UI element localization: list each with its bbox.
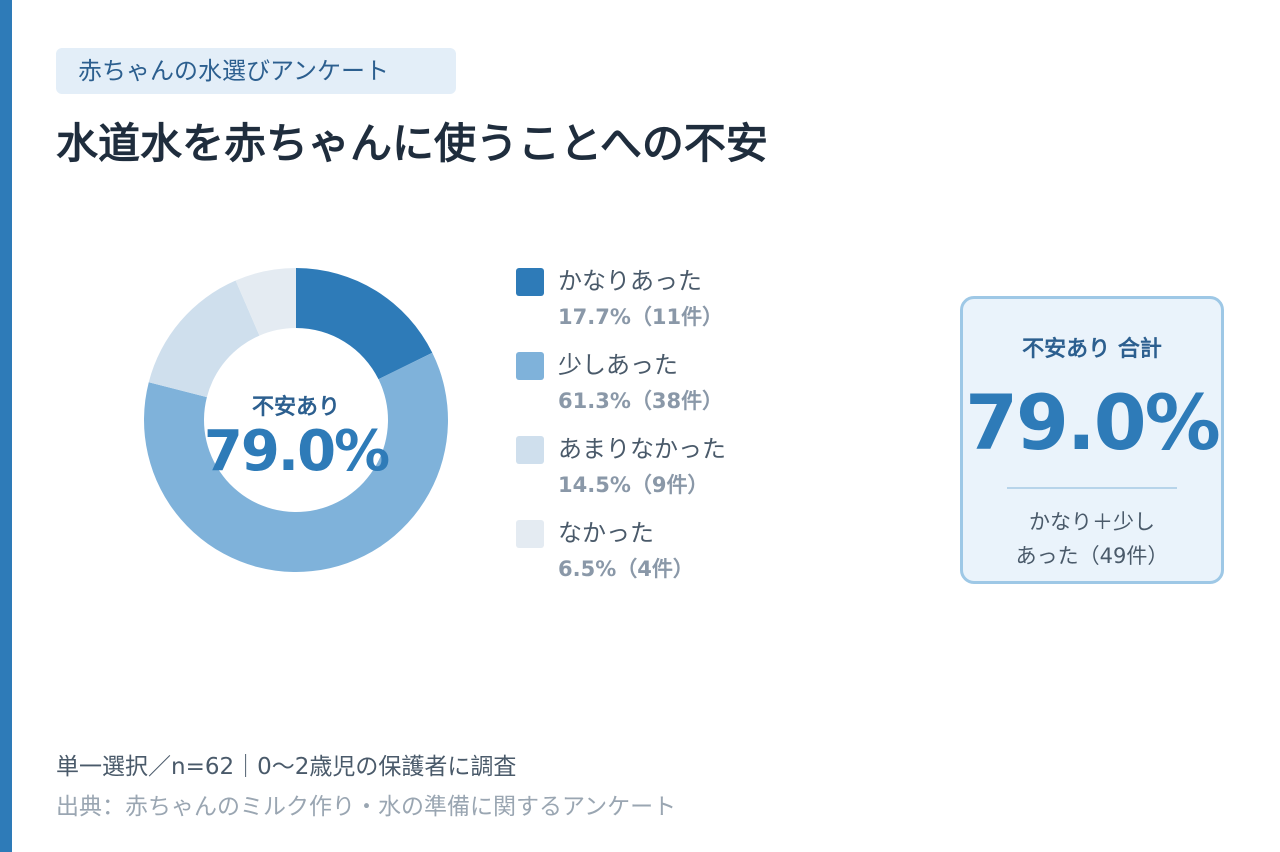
survey-source: 出典：赤ちゃんのミルク作り・水の準備に関するアンケート (56, 794, 677, 820)
center-value: 79.0% (204, 419, 389, 484)
summary-card: 不安あり 合計 79.0% かなり＋少し あった（49件） (960, 296, 1224, 584)
survey-method: 単一選択／n=62｜0〜2歳児の保護者に調査 (56, 754, 517, 780)
summary-note-line: あった（49件） (1015, 544, 1169, 568)
donut-slice-2 (144, 352, 448, 572)
summary-value: 79.0% (965, 378, 1221, 467)
legend-value: 61.3%（38件） (558, 389, 724, 413)
summary-note-line: かなり＋少し (1029, 510, 1155, 534)
legend-swatch (516, 352, 544, 380)
donut-slice-4 (235, 268, 296, 336)
legend-swatch (516, 436, 544, 464)
donut-slice-3 (148, 280, 260, 398)
legend-value: 17.7%（11件） (558, 305, 724, 329)
legend-value: 14.5%（9件） (558, 473, 709, 497)
page-title: 水道水を赤ちゃんに使うことへの不安 (56, 119, 768, 168)
legend-label: なかった (558, 519, 654, 547)
summary-divider (1007, 487, 1177, 489)
legend-value: 6.5%（4件） (558, 557, 694, 581)
summary-note: かなり＋少し あった（49件） (963, 505, 1221, 573)
donut-chart: 不安あり 79.0% (144, 268, 448, 572)
accent-bar (0, 0, 12, 852)
donut-slice-1 (296, 268, 433, 380)
summary-heading: 不安あり 合計 (1022, 337, 1162, 362)
legend-label: あまりなかった (558, 435, 726, 463)
legend-label: 少しあった (558, 351, 678, 379)
legend-swatch (516, 520, 544, 548)
legend-label: かなりあった (558, 267, 702, 295)
legend-swatch (516, 268, 544, 296)
survey-tag: 赤ちゃんの水選びアンケート (56, 48, 456, 94)
center-label: 不安あり (252, 394, 340, 420)
